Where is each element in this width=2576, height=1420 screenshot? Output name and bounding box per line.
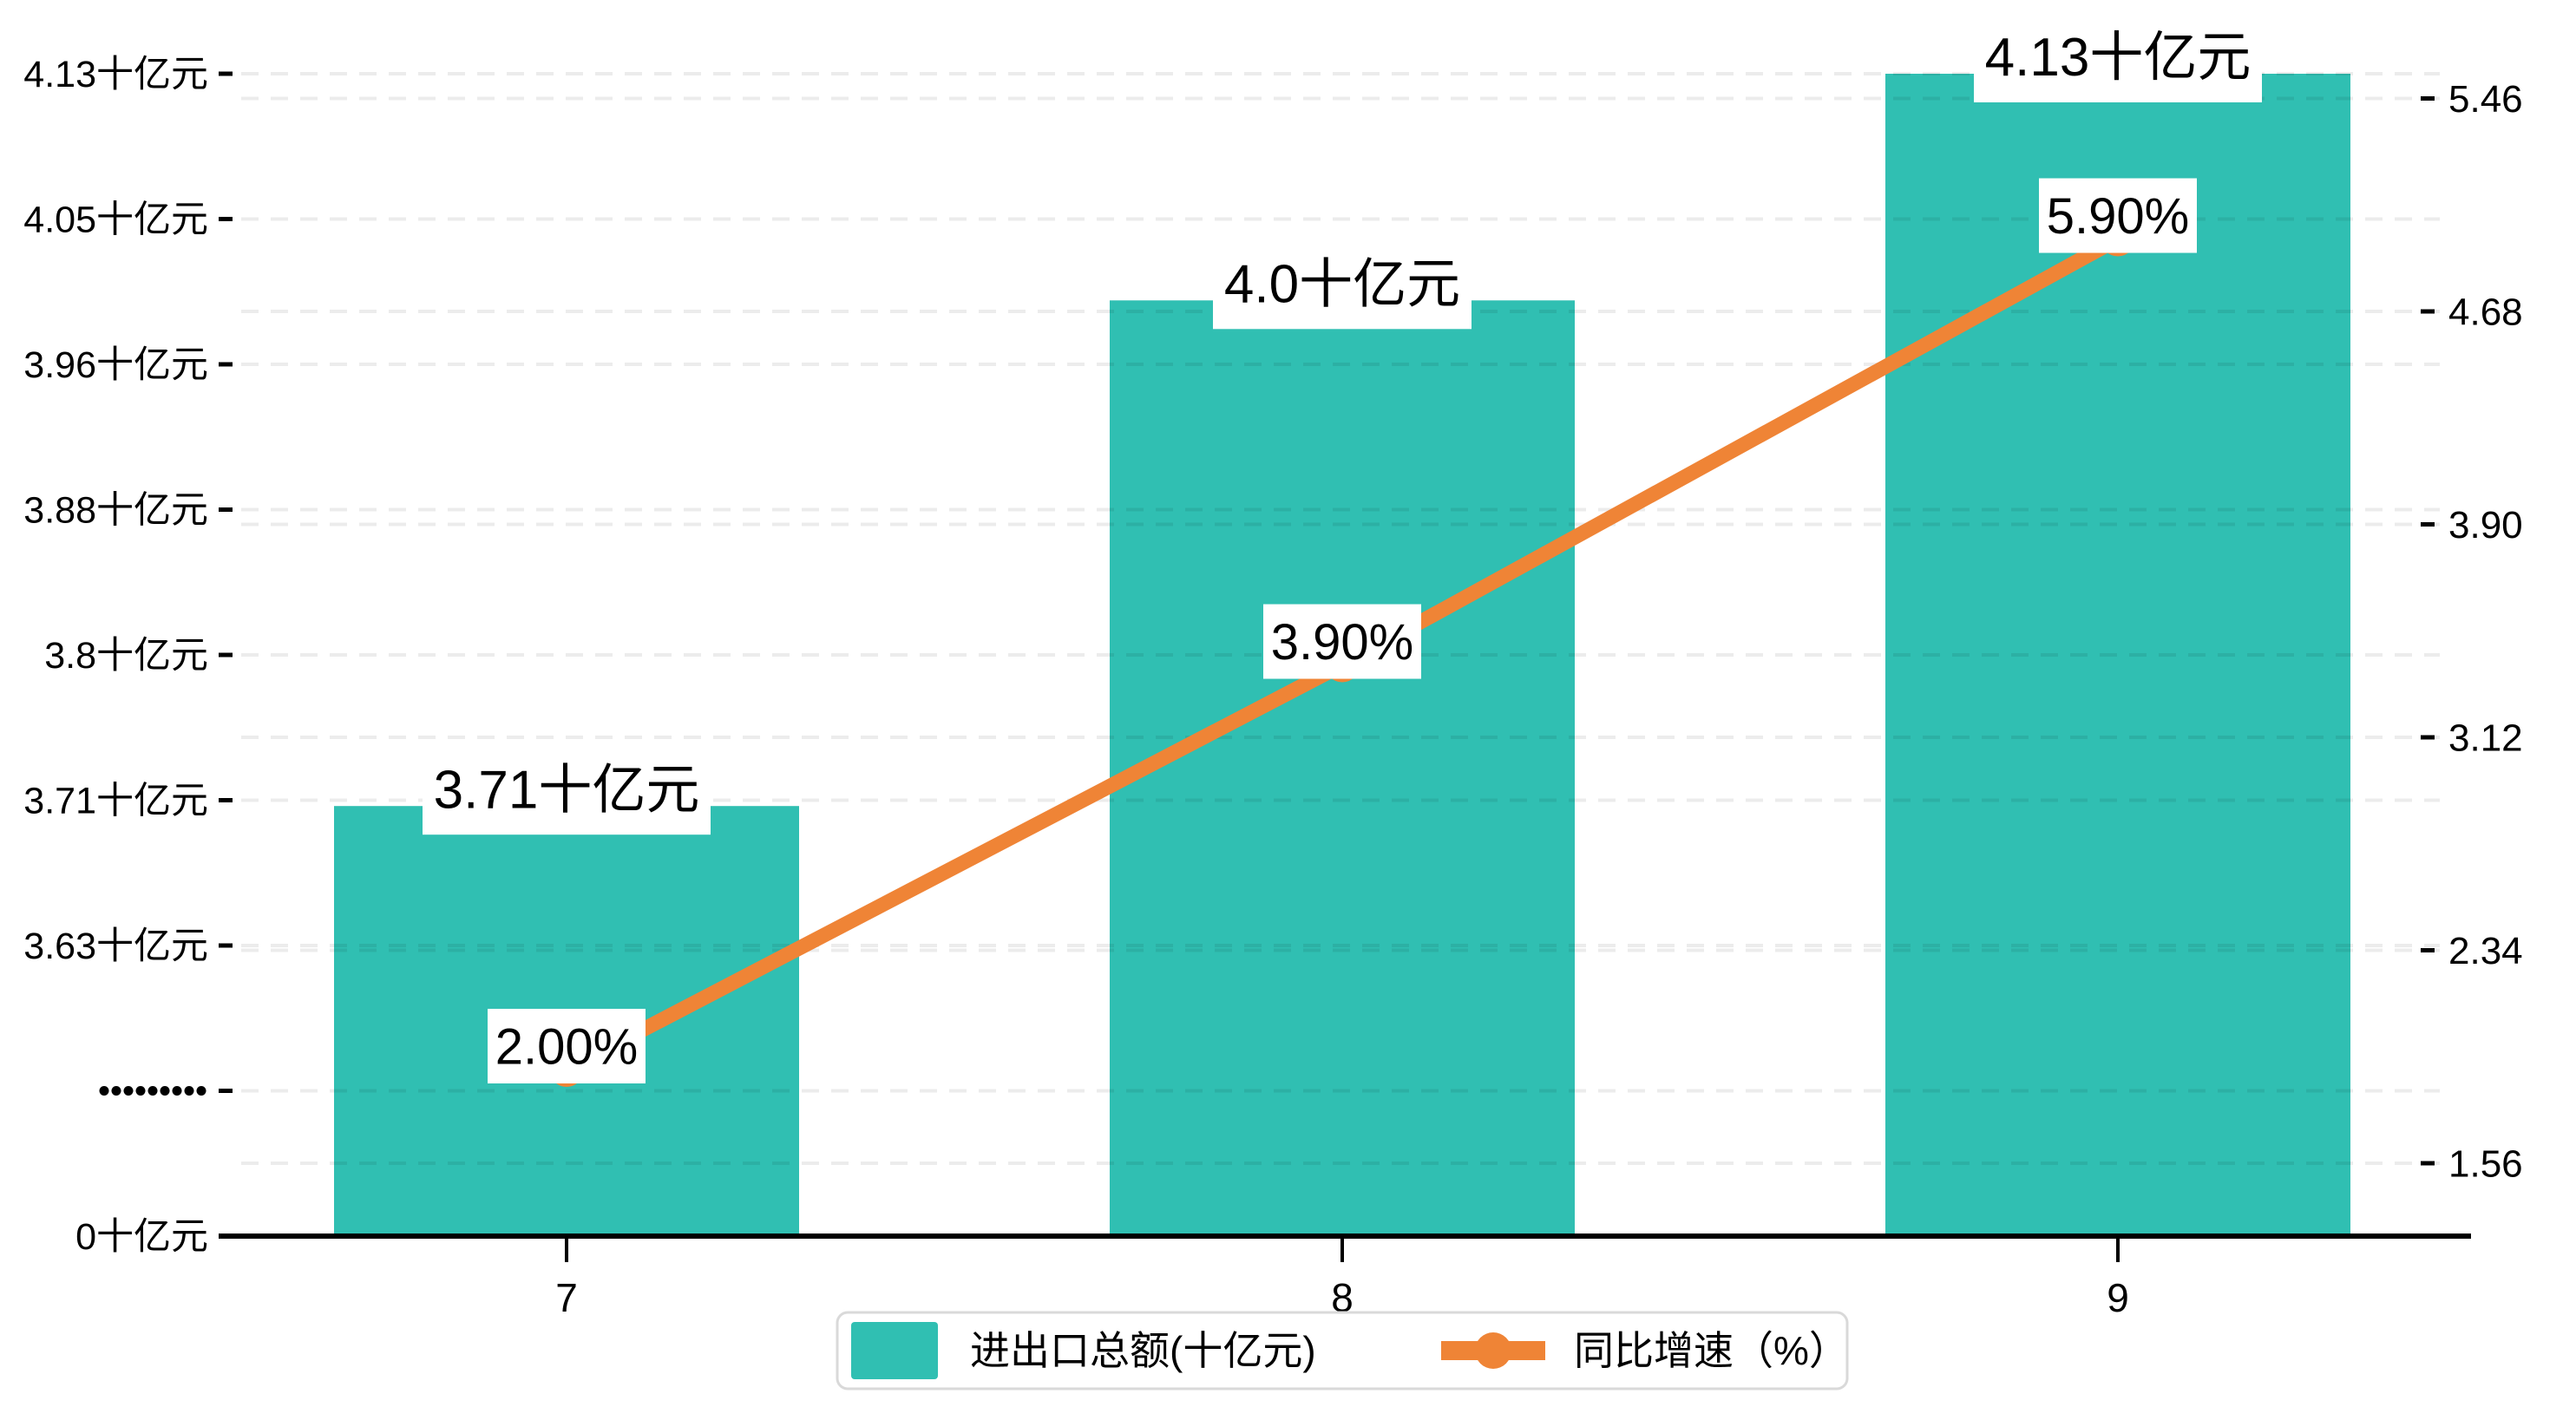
- legend-label-bar: 进出口总额(十亿元): [970, 1328, 1316, 1373]
- left-axis-label: 3.8十亿元: [44, 635, 208, 677]
- axis-break-dot: [135, 1086, 146, 1096]
- legend-item-bar[interactable]: 进出口总额(十亿元): [851, 1322, 1316, 1379]
- right-axis-label: 3.90: [2448, 504, 2523, 546]
- legend: 进出口总额(十亿元) 同比增速（%）: [836, 1311, 1849, 1391]
- line-value-label-box: [2039, 178, 2197, 253]
- left-axis-label: 3.88十亿元: [23, 490, 208, 532]
- legend-item-line[interactable]: 同比增速（%）: [1441, 1328, 1849, 1373]
- axis-break-dot: [99, 1086, 109, 1096]
- bar-value-label: 3.71十亿元: [434, 760, 700, 820]
- right-axis-label: 1.56: [2448, 1142, 2523, 1185]
- bar-month-8[interactable]: [1110, 300, 1575, 1236]
- left-axis-label: 3.71十亿元: [23, 781, 208, 822]
- line-value-label-box: [488, 1008, 646, 1083]
- bar-value-label-box: [423, 743, 711, 835]
- left-axis-label: 4.05十亿元: [23, 200, 208, 241]
- right-axis-label: 3.12: [2448, 717, 2523, 759]
- line-value-label-box: [1263, 604, 1421, 679]
- right-axis-label: 4.68: [2448, 291, 2523, 333]
- bar-value-label: 4.0十亿元: [1224, 255, 1460, 315]
- axis-break-dot: [147, 1086, 158, 1096]
- line-value-label: 3.90%: [1271, 614, 1413, 671]
- axis-break-dot: [123, 1086, 134, 1096]
- axis-break-dot: [160, 1086, 170, 1096]
- left-axis-label: 3.96十亿元: [23, 344, 208, 386]
- bar-value-label-box: [1974, 11, 2262, 102]
- x-axis-label-9: 9: [2107, 1275, 2129, 1320]
- legend-box: [836, 1311, 1849, 1391]
- bar-swatch-icon: [851, 1322, 938, 1379]
- right-axis-label: 2.34: [2448, 930, 2523, 972]
- line-value-label: 5.90%: [2047, 188, 2189, 245]
- bar-value-label-box: [1213, 238, 1472, 330]
- line-swatch-dot-icon: [1475, 1332, 1511, 1369]
- axis-break-dot: [172, 1086, 182, 1096]
- bar-month-9[interactable]: [1885, 74, 2350, 1236]
- line-value-label: 2.00%: [495, 1018, 638, 1075]
- left-axis-label: 3.63十亿元: [23, 926, 208, 967]
- left-axis-label: 4.13十亿元: [23, 54, 208, 95]
- axis-break-dot: [111, 1086, 121, 1096]
- bar-value-label: 4.13十亿元: [1985, 28, 2252, 88]
- axis-break-dot: [196, 1086, 206, 1096]
- axis-break-dot: [184, 1086, 194, 1096]
- left-axis-label: 0十亿元: [75, 1216, 208, 1258]
- legend-label-line: 同比增速（%）: [1574, 1328, 1849, 1373]
- x-axis-label-7: 7: [555, 1275, 578, 1320]
- right-axis-label: 5.46: [2448, 78, 2523, 121]
